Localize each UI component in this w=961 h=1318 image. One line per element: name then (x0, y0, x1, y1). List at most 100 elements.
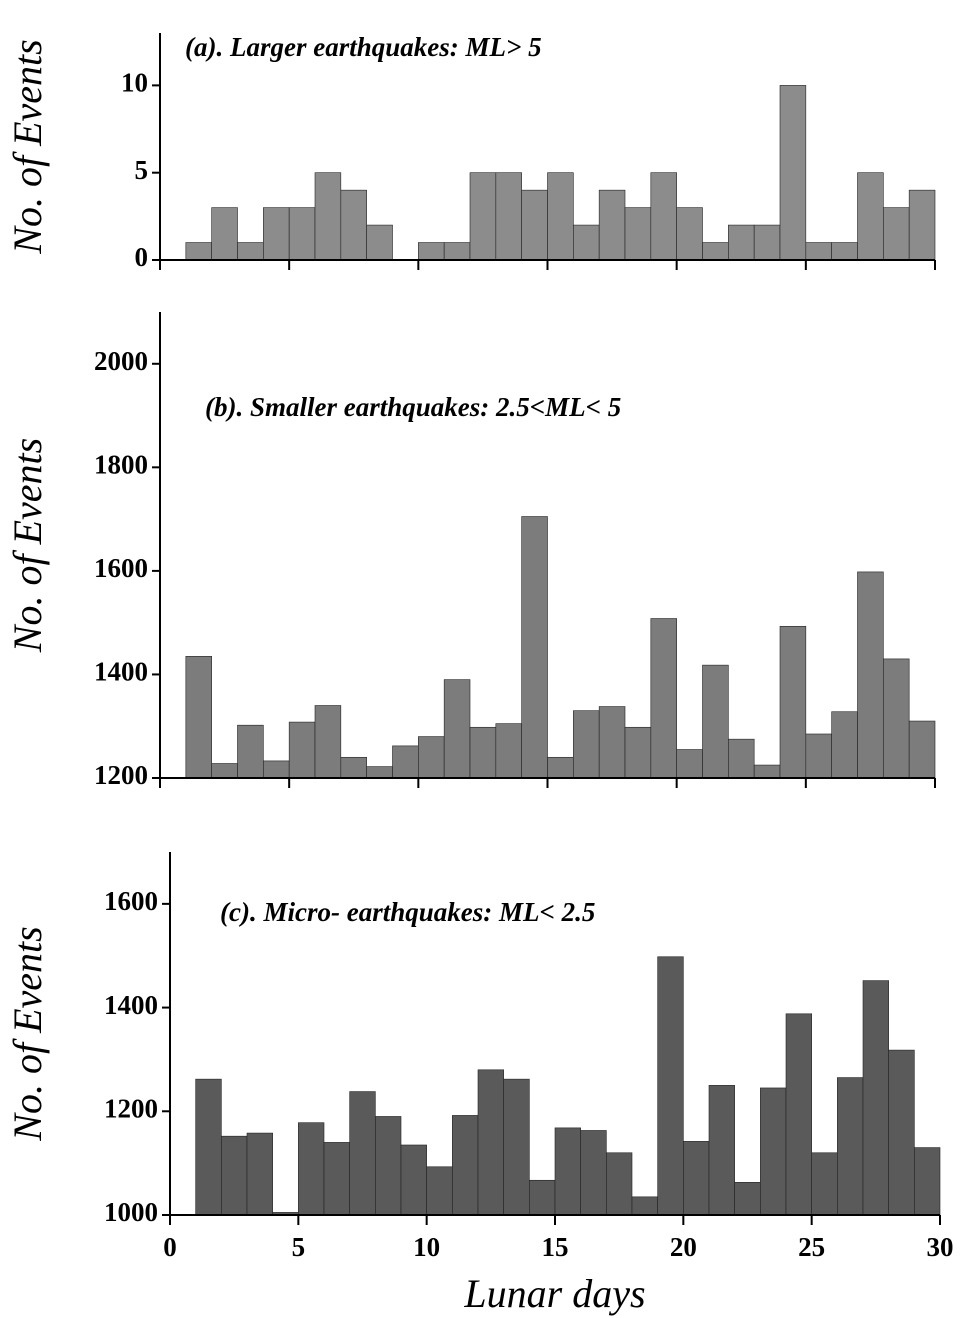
bar (237, 724, 264, 779)
bar (323, 1142, 350, 1216)
x-tick-label: 10 (413, 1232, 440, 1262)
bar (580, 1130, 607, 1216)
bar (779, 625, 807, 779)
bar (908, 189, 936, 261)
x-tick-label: 15 (542, 1232, 569, 1262)
bar (495, 723, 522, 779)
bar (753, 764, 781, 779)
bar (314, 705, 342, 779)
annotation: (c). Micro- earthquakes: ML< 2.5 (220, 897, 595, 927)
bar (426, 1166, 453, 1216)
bar (676, 749, 703, 779)
bar (246, 1132, 273, 1216)
bar (598, 189, 626, 261)
bar (734, 1182, 761, 1216)
y-tick-label: 2000 (94, 346, 148, 376)
bar (883, 207, 910, 261)
bar (573, 224, 600, 261)
bar (702, 242, 729, 261)
bar (340, 189, 367, 261)
bar (211, 207, 238, 261)
bar (340, 756, 367, 779)
bar (529, 1179, 556, 1216)
bar (862, 980, 889, 1216)
bar (288, 721, 316, 779)
bar (349, 1091, 376, 1216)
y-tick-label: 1600 (104, 886, 158, 916)
bar (606, 1152, 633, 1216)
bar (785, 1013, 812, 1216)
bar (211, 763, 238, 779)
bar (503, 1078, 530, 1216)
annotation: (a). Larger earthquakes: ML> 5 (185, 32, 542, 62)
x-tick-label: 30 (927, 1232, 954, 1262)
bar (185, 656, 212, 779)
bar (195, 1078, 222, 1216)
bar (702, 664, 729, 779)
bar (366, 224, 393, 261)
bar (631, 1196, 658, 1216)
y-tick-label: 1200 (104, 1093, 158, 1123)
bar (392, 745, 419, 779)
y-axis-label: No. of Events (5, 926, 50, 1141)
y-axis-label: No. of Events (5, 39, 50, 254)
bar (366, 766, 393, 779)
bar (683, 1141, 710, 1216)
bar (811, 1152, 838, 1216)
bar (708, 1085, 735, 1216)
bar (914, 1147, 941, 1216)
y-tick-label: 10 (121, 68, 148, 98)
bar (598, 706, 626, 779)
bar (547, 756, 574, 779)
bar (888, 1049, 915, 1216)
bar (857, 571, 884, 779)
bar (452, 1115, 479, 1216)
bar (831, 711, 858, 779)
bar (469, 726, 497, 779)
bar (831, 242, 858, 261)
bar (883, 658, 910, 779)
y-tick-label: 1600 (94, 553, 148, 583)
bar (418, 736, 445, 779)
y-tick-label: 1400 (104, 990, 158, 1020)
bar (547, 172, 574, 261)
x-tick-label: 20 (670, 1232, 697, 1262)
bar (857, 172, 884, 261)
annotation: (b). Smaller earthquakes: 2.5<ML< 5 (205, 392, 621, 422)
bar (495, 172, 522, 261)
y-tick-label: 1800 (94, 450, 148, 480)
y-tick-label: 1200 (94, 760, 148, 790)
y-tick-label: 0 (135, 242, 149, 272)
x-tick-label: 0 (163, 1232, 177, 1262)
bar (573, 710, 600, 779)
y-axis-label: No. of Events (5, 438, 50, 653)
bar (185, 242, 212, 261)
bar (298, 1122, 325, 1216)
x-axis-label: Lunar days (463, 1271, 645, 1316)
bar (477, 1069, 504, 1216)
bar (521, 189, 548, 261)
bar (554, 1127, 581, 1216)
bar (221, 1135, 248, 1216)
bar (237, 242, 264, 261)
bar (805, 733, 832, 779)
bar (624, 726, 652, 779)
bar (676, 207, 703, 261)
bar (443, 242, 471, 261)
bar (288, 207, 316, 261)
x-tick-label: 5 (292, 1232, 306, 1262)
bar (263, 760, 290, 779)
bar (624, 207, 652, 261)
bar (728, 738, 755, 779)
bar (443, 679, 471, 779)
bar (469, 172, 497, 261)
bar (805, 242, 832, 261)
bar (837, 1077, 864, 1216)
bar (779, 85, 807, 261)
bar (263, 207, 290, 261)
bar (650, 618, 677, 779)
bar (314, 172, 342, 261)
bar (650, 172, 677, 261)
bar (521, 516, 548, 779)
